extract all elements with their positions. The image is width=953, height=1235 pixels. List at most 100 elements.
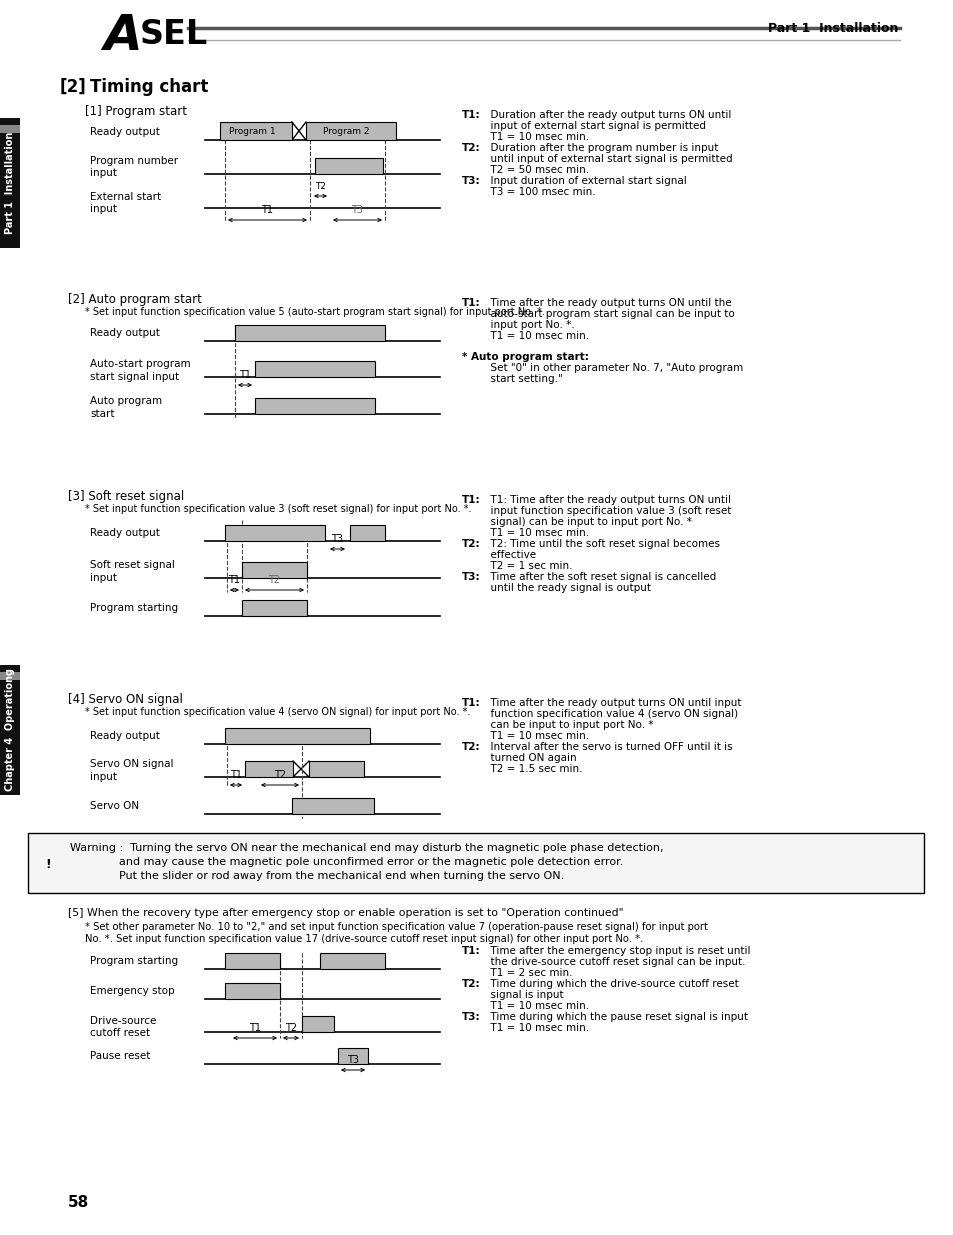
Bar — [234, 325, 385, 341]
Text: T2:: T2: — [461, 538, 480, 550]
Text: Drive-source: Drive-source — [90, 1016, 156, 1026]
Text: Pause reset: Pause reset — [90, 1051, 151, 1061]
Text: Duration after the ready output turns ON until: Duration after the ready output turns ON… — [483, 110, 731, 120]
Text: Time during which the pause reset signal is input: Time during which the pause reset signal… — [483, 1011, 747, 1023]
Text: function specification value 4 (servo ON signal): function specification value 4 (servo ON… — [483, 709, 738, 719]
Bar — [0, 664, 20, 795]
Text: * Auto program start:: * Auto program start: — [461, 352, 588, 362]
Bar — [242, 600, 307, 616]
Text: * Set other parameter No. 10 to "2," and set input function specification value : * Set other parameter No. 10 to "2," and… — [85, 923, 707, 932]
Text: Emergency stop: Emergency stop — [90, 986, 174, 995]
Text: Program starting: Program starting — [90, 956, 178, 966]
Text: A: A — [103, 12, 142, 61]
Bar — [225, 953, 280, 969]
Bar — [350, 525, 385, 541]
Text: Input duration of external start signal: Input duration of external start signal — [483, 177, 686, 186]
Text: T2: T2 — [285, 1023, 296, 1032]
Text: input function specification value 3 (soft reset: input function specification value 3 (so… — [483, 506, 731, 516]
Text: auto-start program start signal can be input to: auto-start program start signal can be i… — [483, 309, 734, 319]
Text: Servo ON signal: Servo ON signal — [90, 760, 173, 769]
Bar — [302, 1016, 334, 1032]
Text: signal is input: signal is input — [483, 990, 563, 1000]
Text: T1: T1 — [249, 1023, 261, 1032]
Text: Program 2: Program 2 — [322, 126, 369, 136]
Text: Soft reset signal: Soft reset signal — [90, 559, 174, 571]
Text: Ready output: Ready output — [90, 529, 160, 538]
Text: T2: T2 — [268, 576, 280, 585]
Text: T3:: T3: — [461, 177, 480, 186]
Text: Interval after the servo is turned OFF until it is: Interval after the servo is turned OFF u… — [483, 742, 732, 752]
Text: Ready output: Ready output — [90, 731, 160, 741]
Text: input: input — [90, 168, 117, 178]
Text: Servo ON: Servo ON — [90, 802, 139, 811]
Text: T2 = 1 sec min.: T2 = 1 sec min. — [483, 561, 572, 571]
Bar — [319, 953, 385, 969]
Text: Time after the emergency stop input is reset until: Time after the emergency stop input is r… — [483, 946, 750, 956]
Text: can be input to input port No. *: can be input to input port No. * — [483, 720, 653, 730]
Bar — [254, 361, 375, 377]
Bar — [0, 125, 20, 133]
Polygon shape — [35, 848, 61, 873]
Text: [5] When the recovery type after emergency stop or enable operation is set to "O: [5] When the recovery type after emergen… — [68, 908, 623, 918]
Text: [2] Auto program start: [2] Auto program start — [68, 293, 202, 306]
Text: T1:: T1: — [461, 110, 480, 120]
Bar — [245, 761, 293, 777]
Bar — [28, 832, 923, 893]
Text: Ready output: Ready output — [90, 329, 160, 338]
Text: T2: T2 — [314, 182, 326, 191]
Bar — [0, 119, 20, 248]
Text: Auto program: Auto program — [90, 396, 162, 406]
Text: T1 = 2 sec min.: T1 = 2 sec min. — [483, 968, 572, 978]
Bar — [314, 158, 382, 174]
Text: T2 = 1.5 sec min.: T2 = 1.5 sec min. — [483, 764, 582, 774]
Text: Time during which the drive-source cutoff reset: Time during which the drive-source cutof… — [483, 979, 738, 989]
Text: T3 = 100 msec min.: T3 = 100 msec min. — [483, 186, 595, 198]
Text: T1 = 10 msec min.: T1 = 10 msec min. — [483, 529, 589, 538]
Text: T1: T1 — [230, 769, 242, 781]
Text: T3: T3 — [351, 205, 363, 215]
Text: start: start — [90, 409, 114, 419]
Bar — [309, 761, 364, 777]
Text: until the ready signal is output: until the ready signal is output — [483, 583, 650, 593]
Text: No. *. Set input function specification value 17 (drive-source cutoff reset inpu: No. *. Set input function specification … — [85, 934, 642, 944]
Bar — [306, 122, 395, 140]
Text: T2: T2 — [274, 769, 286, 781]
Bar — [292, 798, 374, 814]
Text: T2 = 50 msec min.: T2 = 50 msec min. — [483, 165, 589, 175]
Text: T3:: T3: — [461, 572, 480, 582]
Text: input: input — [90, 204, 117, 214]
Text: T2:: T2: — [461, 143, 480, 153]
Bar — [225, 983, 280, 999]
Text: T1: T1 — [229, 576, 240, 585]
Text: T1:: T1: — [461, 495, 480, 505]
Bar — [254, 398, 375, 414]
Text: Auto-start program: Auto-start program — [90, 359, 191, 369]
Text: SEL: SEL — [140, 19, 208, 51]
Text: turned ON again: turned ON again — [483, 753, 576, 763]
Text: Ready output: Ready output — [90, 127, 160, 137]
Text: 58: 58 — [68, 1195, 90, 1210]
Text: * Set input function specification value 4 (servo ON signal) for input port No. : * Set input function specification value… — [85, 706, 470, 718]
Text: start setting.": start setting." — [483, 374, 562, 384]
Text: [1] Program start: [1] Program start — [85, 105, 187, 119]
Text: T1: T1 — [239, 370, 251, 380]
Text: cutoff reset: cutoff reset — [90, 1028, 150, 1037]
Text: and may cause the magnetic pole unconfirmed error or the magnetic pole detection: and may cause the magnetic pole unconfir… — [70, 857, 622, 867]
Text: T1 = 10 msec min.: T1 = 10 msec min. — [483, 1002, 589, 1011]
Text: Chapter 4  Operationg: Chapter 4 Operationg — [5, 668, 15, 792]
Bar — [242, 562, 307, 578]
Text: External start: External start — [90, 191, 161, 203]
Text: T2: Time until the soft reset signal becomes: T2: Time until the soft reset signal bec… — [483, 538, 720, 550]
Text: effective: effective — [483, 550, 536, 559]
Text: input of external start signal is permitted: input of external start signal is permit… — [483, 121, 705, 131]
Text: * Set input function specification value 5 (auto-start program start signal) for: * Set input function specification value… — [85, 308, 544, 317]
Bar — [225, 525, 325, 541]
Text: Part 1  Installation: Part 1 Installation — [767, 22, 897, 35]
Text: [3] Soft reset signal: [3] Soft reset signal — [68, 490, 184, 503]
Bar — [225, 727, 370, 743]
Text: Time after the soft reset signal is cancelled: Time after the soft reset signal is canc… — [483, 572, 716, 582]
Bar — [337, 1049, 368, 1065]
Text: T1 = 10 msec min.: T1 = 10 msec min. — [483, 1023, 589, 1032]
Text: input port No. *.: input port No. *. — [483, 320, 574, 330]
Text: T1: T1 — [261, 205, 274, 215]
